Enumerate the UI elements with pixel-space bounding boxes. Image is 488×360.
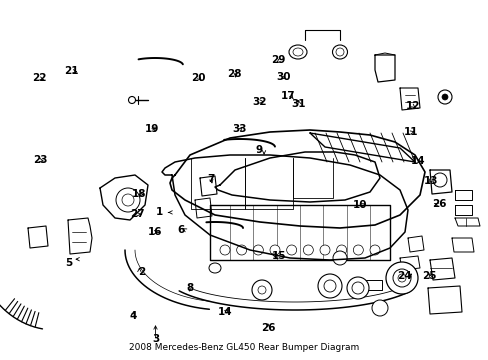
Text: 31: 31 [290, 99, 305, 109]
Circle shape [351, 282, 363, 294]
Circle shape [441, 94, 447, 100]
Text: 19: 19 [144, 124, 159, 134]
Text: 8: 8 [186, 283, 193, 293]
Circle shape [346, 277, 368, 299]
Text: 32: 32 [251, 96, 266, 107]
Circle shape [385, 262, 417, 294]
Text: 16: 16 [148, 227, 163, 237]
Text: 27: 27 [130, 209, 145, 219]
Text: 14: 14 [410, 156, 425, 166]
Text: 15: 15 [271, 251, 285, 261]
Text: 10: 10 [352, 200, 366, 210]
Text: 29: 29 [271, 55, 285, 66]
Text: 17: 17 [281, 91, 295, 102]
Text: 20: 20 [190, 73, 205, 84]
Text: 30: 30 [276, 72, 290, 82]
Text: 4: 4 [129, 311, 137, 321]
Circle shape [336, 245, 346, 255]
Circle shape [319, 245, 329, 255]
Text: 23: 23 [33, 155, 47, 165]
Text: 14: 14 [217, 307, 232, 318]
Circle shape [317, 274, 341, 298]
Circle shape [253, 245, 263, 255]
Ellipse shape [288, 45, 306, 59]
Text: 24: 24 [397, 271, 411, 282]
Text: 5: 5 [65, 258, 72, 268]
Text: 13: 13 [423, 176, 438, 186]
Circle shape [251, 280, 271, 300]
Text: 11: 11 [403, 127, 417, 138]
Circle shape [303, 245, 313, 255]
Circle shape [258, 286, 265, 294]
Text: 21: 21 [63, 66, 78, 76]
Circle shape [392, 269, 410, 287]
Circle shape [432, 173, 446, 187]
Circle shape [269, 245, 280, 255]
Text: 3: 3 [152, 334, 159, 345]
Text: 33: 33 [232, 124, 246, 134]
Circle shape [122, 194, 134, 206]
Text: 18: 18 [132, 189, 146, 199]
Circle shape [353, 245, 363, 255]
Circle shape [371, 300, 387, 316]
Circle shape [116, 188, 140, 212]
Circle shape [397, 274, 405, 282]
Text: 26: 26 [431, 199, 446, 210]
Ellipse shape [208, 263, 221, 273]
Text: 2: 2 [138, 267, 145, 277]
Circle shape [332, 251, 346, 265]
Circle shape [236, 245, 246, 255]
Text: 25: 25 [421, 271, 436, 282]
Circle shape [437, 90, 451, 104]
Circle shape [128, 96, 135, 104]
Text: 22: 22 [32, 73, 46, 84]
Text: 7: 7 [207, 174, 215, 184]
Circle shape [369, 245, 379, 255]
Text: 12: 12 [405, 101, 420, 111]
Text: 6: 6 [177, 225, 184, 235]
Circle shape [220, 245, 229, 255]
Text: 9: 9 [255, 145, 262, 156]
Text: 28: 28 [227, 69, 242, 79]
Circle shape [286, 245, 296, 255]
Text: 1: 1 [156, 207, 163, 217]
Text: 2008 Mercedes-Benz GL450 Rear Bumper Diagram: 2008 Mercedes-Benz GL450 Rear Bumper Dia… [129, 343, 359, 352]
Ellipse shape [335, 48, 343, 56]
Ellipse shape [332, 45, 347, 59]
Text: 26: 26 [260, 323, 275, 333]
Ellipse shape [292, 48, 303, 56]
Circle shape [324, 280, 335, 292]
